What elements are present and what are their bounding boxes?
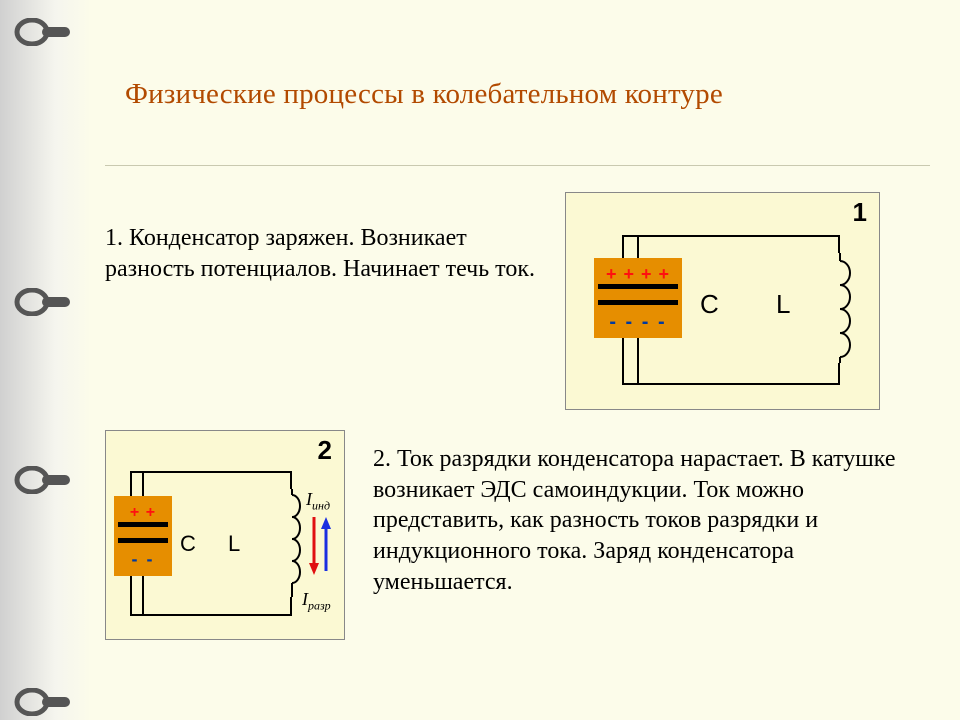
binder-ring-icon [14,18,72,46]
binder-ring-icon [14,466,72,494]
title-divider [105,165,930,166]
capacitor-label: C [180,531,196,557]
inductor-icon [282,489,302,597]
charge-positive: + + + + [594,264,682,285]
binder-ring-icon [14,288,72,316]
slide-content: Физические процессы в колебательном конт… [105,0,935,720]
capacitor-plate [118,538,168,543]
wire [637,338,639,385]
capacitor-icon: + + - - [114,496,172,576]
inductor-label: L [228,531,240,557]
current-label-dis: Iразр [302,589,331,614]
diagram-2: 2 + + - - C L [105,430,345,640]
capacitor-plate [118,522,168,527]
wire [142,576,144,616]
charge-positive: + + [114,504,172,522]
capacitor-icon: + + + + - - - - [594,258,682,338]
wire [637,235,639,258]
slide-title: Физические процессы в колебательном конт… [125,78,723,111]
capacitor-plate [598,300,678,305]
step2-description: 2. Ток разрядки конденсатора нарастает. … [373,444,933,598]
binder-ring-icon [14,688,72,716]
charge-negative: - - - - [594,311,682,334]
diagram-number: 1 [853,197,867,228]
inductor-icon [828,253,852,363]
capacitor-label: C [700,289,719,320]
binder-edge [0,0,92,720]
step1-description: 1. Конденсатор заряжен. Возникает разнос… [105,223,535,284]
capacitor-plate [598,284,678,289]
current-label-ind: Iинд [306,489,330,514]
charge-negative: - - [114,549,172,570]
current-arrows [306,509,336,584]
diagram-1: 1 + + + + - - - - C L [565,192,880,410]
inductor-label: L [776,289,790,320]
wire [142,471,144,496]
diagram-number: 2 [318,435,332,466]
